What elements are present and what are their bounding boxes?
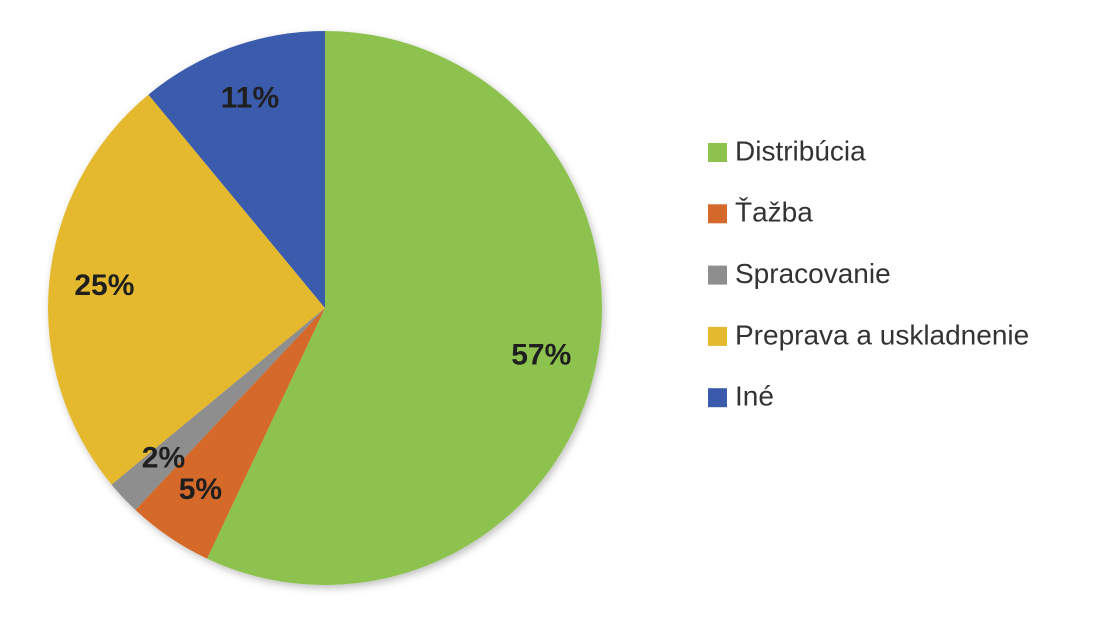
legend-label: Spracovanie	[735, 258, 891, 289]
legend-label: Iné	[735, 381, 774, 412]
pie	[48, 30, 602, 585]
data-label: 2%	[142, 442, 185, 475]
data-label: 57%	[511, 338, 571, 371]
legend-swatch	[708, 265, 727, 285]
legend-label: Preprava a uskladnenie	[735, 319, 1029, 350]
legend-label: Distribúcia	[735, 135, 866, 166]
data-label: 25%	[74, 269, 134, 302]
pie-slice	[148, 30, 325, 308]
data-label: 5%	[179, 473, 222, 506]
legend-swatch	[708, 388, 727, 408]
legend-swatch	[708, 204, 727, 224]
data-label: 11%	[221, 81, 279, 114]
legend-label: Ťažba	[735, 197, 813, 228]
pie-slice	[111, 308, 325, 510]
pie-slice	[135, 308, 325, 559]
legend-swatch	[708, 326, 727, 346]
legend-swatch	[708, 143, 727, 162]
pie-slice	[48, 94, 325, 485]
pie-slice	[207, 31, 602, 585]
